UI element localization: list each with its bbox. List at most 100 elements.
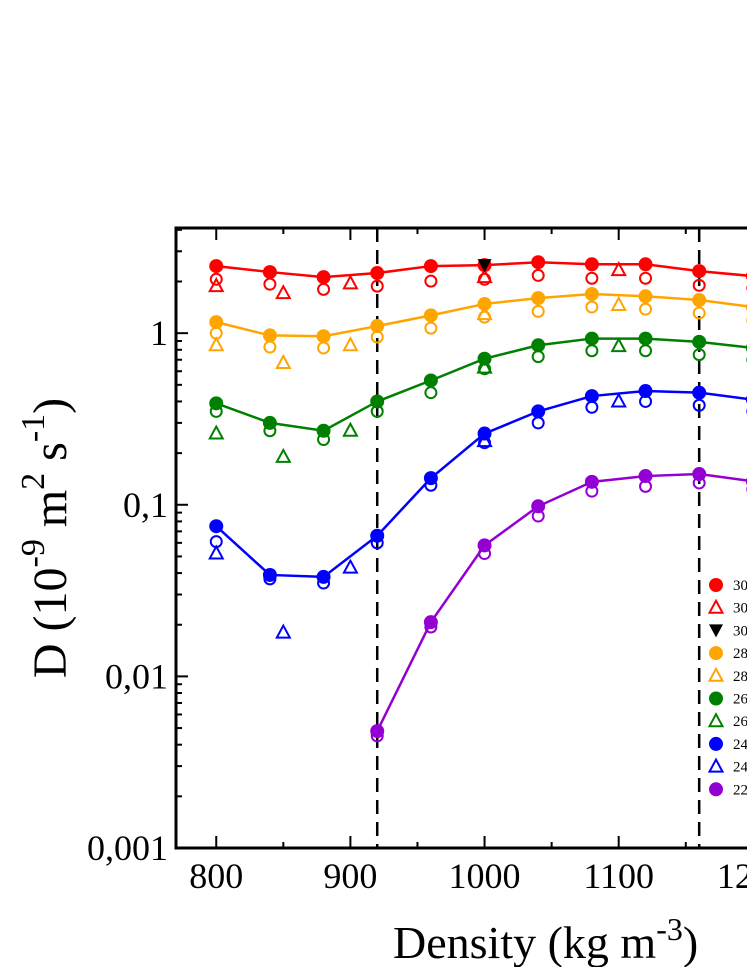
- point: [342, 336, 359, 352]
- point: [209, 259, 224, 274]
- point: [476, 431, 493, 448]
- series: [370, 467, 747, 739]
- y-axis-label-sup: -1: [15, 414, 52, 442]
- series: [209, 344, 747, 447]
- legend-marker: [709, 691, 723, 706]
- point: [584, 287, 599, 302]
- point: [531, 268, 545, 282]
- point: [262, 265, 277, 280]
- point: [370, 279, 384, 293]
- point: [262, 567, 277, 582]
- series: [208, 295, 627, 370]
- legend-label: 26: [733, 714, 747, 730]
- series-line: [376, 472, 747, 732]
- series: [477, 259, 492, 273]
- point: [370, 536, 384, 550]
- point: [638, 469, 653, 484]
- legend-entry: 30: [707, 598, 747, 617]
- point: [370, 729, 384, 743]
- point: [476, 358, 493, 374]
- point: [478, 547, 492, 561]
- series: [209, 287, 747, 344]
- legend-marker: [709, 646, 723, 661]
- point: [275, 447, 292, 463]
- point: [208, 424, 225, 440]
- point: [263, 277, 277, 291]
- point: [423, 308, 438, 323]
- point: [208, 336, 225, 352]
- legend-entry: 30: [709, 623, 747, 639]
- point: [209, 315, 224, 330]
- point: [531, 338, 546, 353]
- y-tick-label: 0,01: [105, 656, 168, 696]
- point: [476, 305, 493, 321]
- x-tick-label: 1200: [717, 856, 747, 896]
- point: [638, 257, 653, 272]
- point: [584, 331, 599, 346]
- point: [692, 293, 707, 308]
- legend-label: 24: [733, 737, 747, 753]
- point: [477, 296, 492, 311]
- point: [692, 385, 707, 400]
- point: [317, 282, 331, 296]
- point: [585, 484, 599, 498]
- point: [275, 353, 292, 370]
- point: [692, 278, 706, 292]
- point: [476, 268, 493, 284]
- legend-entry: 28: [709, 646, 747, 662]
- point: [342, 274, 359, 290]
- legend-label: 24: [733, 760, 747, 776]
- x-tick-label: 1100: [583, 856, 654, 896]
- point: [317, 433, 331, 447]
- point: [370, 319, 385, 334]
- y-axis-label-part: D (10: [24, 568, 77, 679]
- legend-entry: 26: [707, 712, 747, 730]
- y-tick-label: 0,1: [123, 485, 168, 525]
- point: [610, 261, 627, 277]
- point: [263, 340, 277, 354]
- point: [584, 257, 599, 272]
- point: [692, 306, 706, 320]
- y-axis-label-sup: -9: [15, 539, 52, 567]
- point: [263, 424, 277, 438]
- legend-label: 30: [733, 623, 747, 639]
- point: [584, 474, 599, 489]
- legend-marker: [707, 666, 725, 682]
- point: [370, 404, 384, 418]
- legend-marker: [709, 578, 723, 592]
- point: [610, 392, 627, 408]
- point: [208, 544, 225, 560]
- legend-entry: 30: [709, 578, 747, 594]
- point: [610, 295, 627, 311]
- point: [317, 576, 331, 590]
- point: [692, 264, 707, 279]
- point: [639, 302, 653, 316]
- legend-label: 22: [733, 782, 747, 798]
- point: [262, 328, 277, 343]
- legend-marker: [707, 712, 725, 728]
- series: [209, 255, 747, 285]
- point: [424, 321, 438, 335]
- legend-entry: 24: [709, 736, 747, 753]
- point: [424, 478, 438, 492]
- y-tick-label: 1: [150, 313, 168, 353]
- series: [208, 337, 627, 463]
- point: [531, 416, 545, 430]
- legend-label: 28: [733, 669, 747, 685]
- x-axis-label-sup: -3: [656, 911, 683, 947]
- point: [531, 509, 545, 523]
- legend-entry: 22: [709, 782, 747, 798]
- legend-marker: [709, 736, 723, 751]
- point: [639, 479, 653, 493]
- point: [370, 266, 385, 281]
- point: [423, 373, 438, 388]
- legend-label: 26: [733, 692, 747, 708]
- point: [531, 291, 546, 306]
- series: [208, 261, 627, 300]
- point: [585, 300, 599, 314]
- point: [424, 386, 438, 400]
- point: [692, 476, 706, 490]
- legend-marker: [707, 598, 725, 614]
- point: [423, 259, 438, 274]
